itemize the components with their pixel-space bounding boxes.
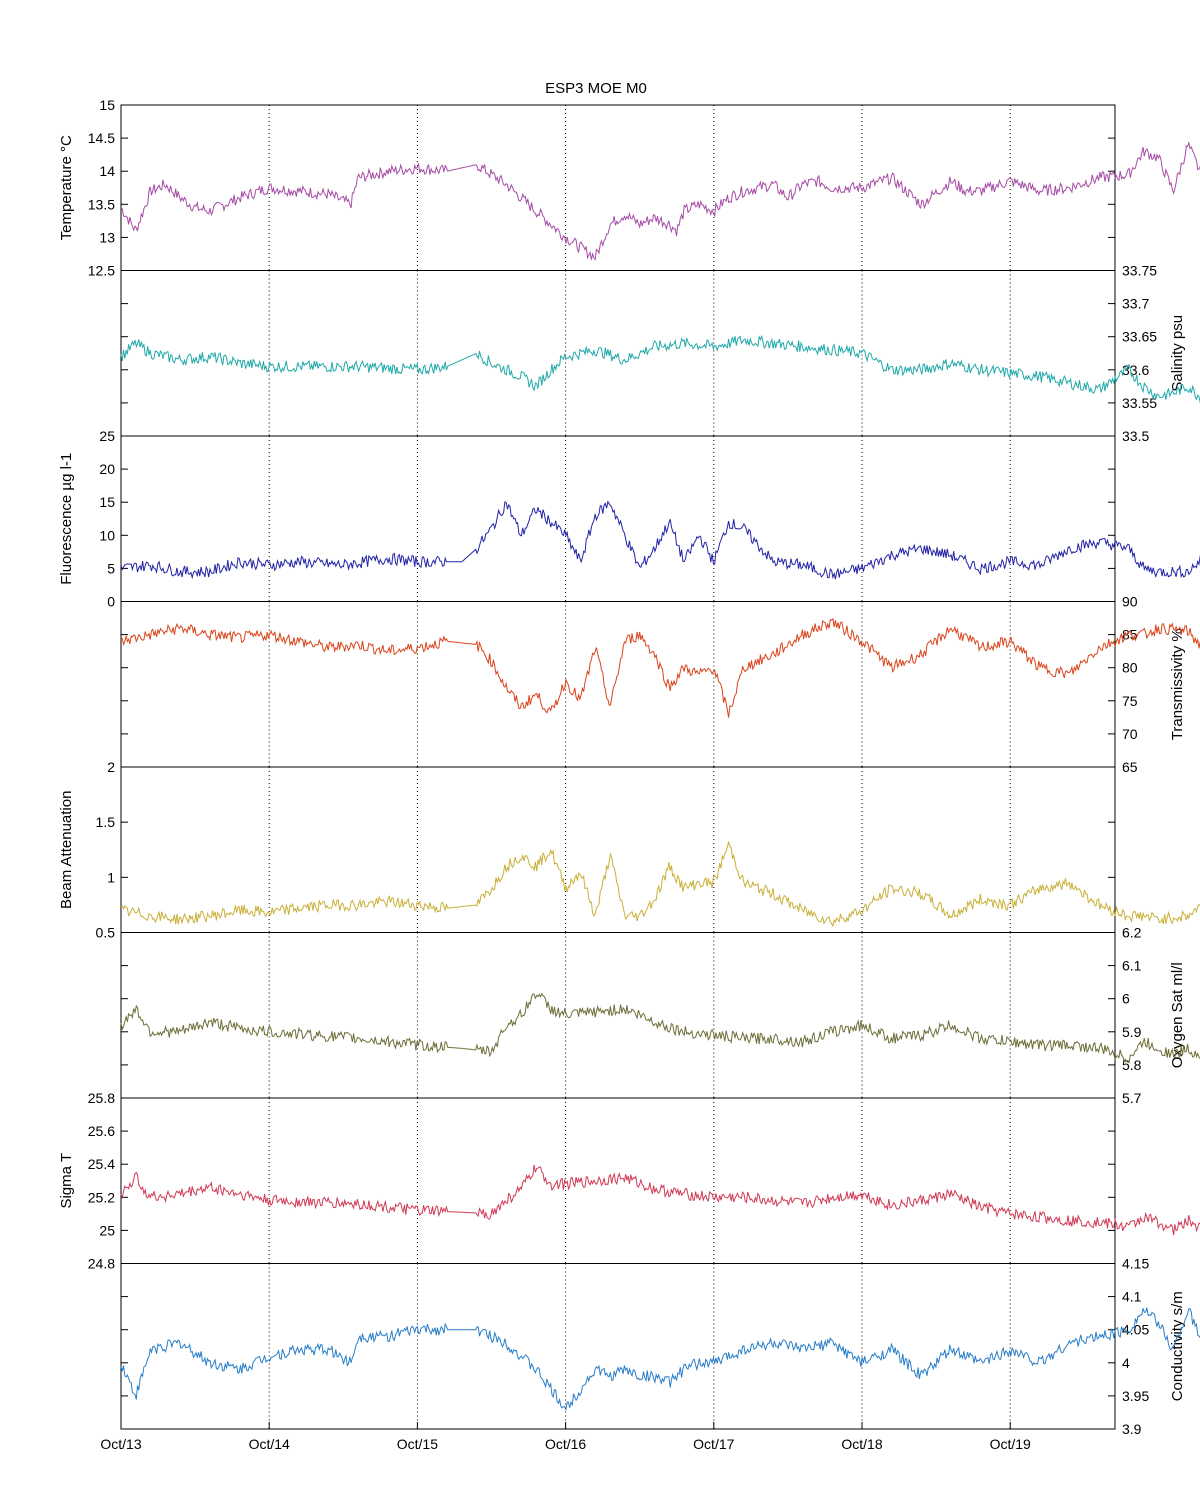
- y-tick-label: 0: [107, 594, 115, 610]
- y-tick-label: 90: [1122, 594, 1138, 610]
- chart-title: ESP3 MOE M0: [545, 80, 647, 97]
- y-tick-label: 5: [107, 560, 115, 576]
- panel-oxygen_sat: 5.7 5.8 5.9 6 6.1 6.2 Oxygen Sat ml/l: [120, 925, 1200, 1106]
- y-tick-label: 25.6: [88, 1123, 115, 1139]
- y-tick-label: 33.75: [1122, 263, 1157, 279]
- y-tick-label: 33.65: [1122, 329, 1157, 345]
- panel-conductivity: 3.9 3.95 4 4.05 4.1 4.15 Conductivity s/m: [120, 1256, 1200, 1437]
- y-tick-label: 20: [99, 461, 115, 477]
- panel-beam_attenuation: 0.5 1 1.5 2 Beam Attenuation: [58, 759, 1200, 941]
- series-line-conductivity: [120, 1307, 1200, 1411]
- y-tick-label: 25: [99, 428, 115, 444]
- panel-frame: [120, 601, 1116, 768]
- y-tick-label: 14: [99, 163, 115, 179]
- y-tick-label: 13: [99, 229, 115, 245]
- series-line-oxygen_sat: [120, 992, 1200, 1064]
- series-line-beam_attenuation: [120, 841, 1200, 928]
- x-tick-label: Oct/13: [100, 1436, 141, 1452]
- panel-frame: [120, 932, 1116, 1099]
- series-line-salinity: [120, 334, 1200, 404]
- y-tick-label: 85: [1122, 627, 1138, 643]
- panel-frame: [120, 766, 1116, 933]
- panel-frame: [120, 1097, 1116, 1264]
- y-tick-label: 3.95: [1122, 1388, 1149, 1404]
- x-tick-label: Oct/17: [693, 1436, 734, 1452]
- y-tick-label: 2: [107, 759, 115, 775]
- series-line-temperature: [120, 140, 1200, 261]
- y-tick-label: 1.5: [96, 814, 116, 830]
- y-axis-label: Beam Attenuation: [58, 791, 75, 909]
- series-line-fluorescence: [120, 500, 1200, 580]
- y-tick-label: 10: [99, 527, 115, 543]
- y-axis-label: Temperature °C: [58, 135, 75, 240]
- panel-fluorescence: 0 5 10 15 20 25 Fluorescence µg l-1: [58, 428, 1200, 610]
- panel-frame: [120, 1263, 1116, 1430]
- y-axis-label: Fluorescence µg l-1: [58, 453, 75, 585]
- y-axis-label: Oxygen Sat ml/l: [1169, 962, 1186, 1068]
- y-tick-label: 70: [1122, 726, 1138, 742]
- y-tick-label: 75: [1122, 693, 1138, 709]
- y-tick-label: 6.1: [1122, 958, 1142, 974]
- y-tick-label: 3.9: [1122, 1421, 1142, 1437]
- panel-frame: [120, 104, 1116, 271]
- panel-sigma_t: 24.8 25 25.2 25.4 25.6 25.8 Sigma T: [58, 1090, 1200, 1272]
- x-tick-label: Oct/15: [397, 1436, 438, 1452]
- y-tick-label: 4: [1122, 1355, 1130, 1371]
- x-tick-label: Oct/14: [249, 1436, 290, 1452]
- x-tick-label: Oct/16: [545, 1436, 586, 1452]
- y-tick-label: 33.55: [1122, 395, 1157, 411]
- series-line-sigma_t: [120, 1164, 1200, 1236]
- y-tick-label: 6.2: [1122, 925, 1142, 941]
- panel-salinity: 33.5 33.55 33.6 33.65 33.7 33.75 Salinity psu: [120, 263, 1200, 444]
- y-tick-label: 33.5: [1122, 428, 1149, 444]
- y-tick-label: 33.7: [1122, 296, 1149, 312]
- x-axis: Oct/13 Oct/14 Oct/15 Oct/16 Oct/17 Oct/18 Oct/…: [100, 1422, 1031, 1452]
- y-tick-label: 80: [1122, 660, 1138, 676]
- y-tick-label: 13.5: [88, 196, 115, 212]
- y-tick-label: 12.5: [88, 263, 115, 279]
- y-axis-label: Conductivity s/m: [1169, 1291, 1186, 1401]
- y-tick-label: 5.9: [1122, 1024, 1142, 1040]
- y-tick-label: 24.8: [88, 1256, 115, 1272]
- y-tick-label: 4.05: [1122, 1322, 1149, 1338]
- y-tick-label: 25.4: [88, 1156, 115, 1172]
- y-axis-label: Sigma T: [58, 1153, 75, 1209]
- panel-transmissivity: 65 70 75 80 85 90 Transmissivity %: [120, 594, 1200, 775]
- y-tick-label: 15: [99, 97, 115, 113]
- y-tick-label: 14.5: [88, 130, 115, 146]
- series-line-transmissivity: [120, 617, 1200, 718]
- y-tick-label: 25.8: [88, 1090, 115, 1106]
- y-tick-label: 25: [99, 1222, 115, 1238]
- y-tick-label: 4.15: [1122, 1256, 1149, 1272]
- y-tick-label: 15: [99, 494, 115, 510]
- y-tick-label: 5.7: [1122, 1090, 1142, 1106]
- panel-temperature: 12.5 13 13.5 14 14.5 15 Temperature °C: [58, 97, 1200, 279]
- y-axis-label: Transmissivity %: [1169, 628, 1186, 740]
- x-tick-label: Oct/18: [841, 1436, 882, 1452]
- x-tick-label: Oct/19: [990, 1436, 1031, 1452]
- y-tick-label: 6: [1122, 991, 1130, 1007]
- y-tick-label: 0.5: [96, 925, 116, 941]
- y-tick-label: 25.2: [88, 1189, 115, 1205]
- y-tick-label: 4.1: [1122, 1289, 1142, 1305]
- y-tick-label: 33.6: [1122, 362, 1149, 378]
- y-tick-label: 65: [1122, 759, 1138, 775]
- y-tick-label: 1: [107, 869, 115, 885]
- y-tick-label: 5.8: [1122, 1057, 1142, 1073]
- y-axis-label: Salinity psu: [1169, 315, 1186, 392]
